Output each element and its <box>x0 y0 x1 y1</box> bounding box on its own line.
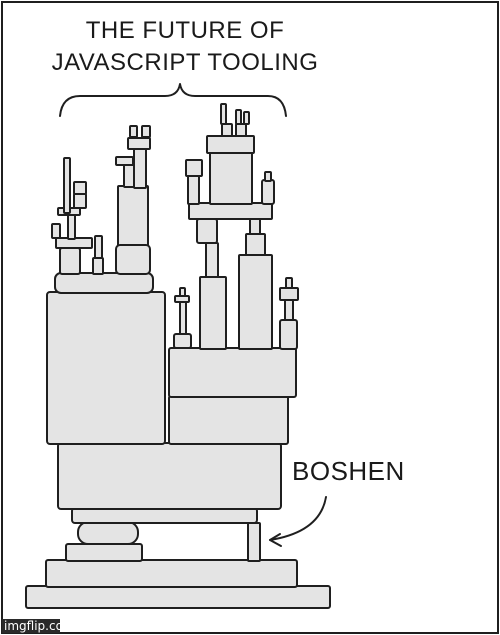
boshen-label: BOSHEN <box>292 456 405 486</box>
far-left-post-base <box>59 247 81 275</box>
base-plate <box>71 507 258 524</box>
small-post-mid-top <box>94 235 103 259</box>
right-top-antenna-a <box>220 103 227 125</box>
watermark-bg <box>2 619 60 633</box>
right-pillar-left-neck <box>205 242 219 278</box>
far-left-side-box <box>73 193 87 209</box>
far-right-post-base <box>279 319 298 350</box>
label-arrow-head <box>269 533 282 547</box>
left-pillar-tall <box>117 185 149 247</box>
right-pillar-right <box>238 254 273 350</box>
right-top-plate <box>206 135 255 154</box>
left-spire-knob-b <box>141 125 151 138</box>
curly-brace <box>59 83 287 117</box>
label-arrow <box>269 496 327 541</box>
base-slab-third <box>65 543 143 562</box>
left-pillar-base <box>115 244 151 275</box>
right-pillar-left <box>199 276 227 350</box>
right-side-knob <box>264 171 272 182</box>
mid-small-post <box>187 175 200 205</box>
small-left-post-tip <box>179 287 186 297</box>
right-side-post <box>261 179 275 205</box>
right-top-knob-a <box>221 123 233 137</box>
base-slab-bottom <box>25 585 331 609</box>
left-cap-slab <box>54 272 154 294</box>
far-left-thin-post <box>63 157 71 214</box>
right-top-block <box>209 151 253 205</box>
left-spire-stem <box>133 147 147 189</box>
left-pillar-topcap <box>115 156 134 166</box>
far-right-post <box>284 299 294 321</box>
right-top-antenna-c <box>243 111 250 125</box>
far-left-nub <box>51 223 61 239</box>
right-pillar-right-cap <box>245 233 266 256</box>
base-slab-second <box>45 559 298 588</box>
small-support-block <box>247 522 261 562</box>
far-left-stem <box>67 212 76 240</box>
left-pillar-neck <box>123 164 135 188</box>
base-cylinder <box>77 521 139 545</box>
small-left-post-base <box>173 333 192 349</box>
right-upper-block <box>168 347 297 398</box>
right-top-knob-b <box>235 123 247 137</box>
mid-small-cap <box>185 159 203 177</box>
right-shelf <box>188 202 273 220</box>
right-top-antenna-b <box>235 109 242 125</box>
left-spire-knob-a <box>129 125 138 138</box>
far-right-post-tip <box>285 277 293 289</box>
right-lower-block <box>168 395 289 445</box>
wide-mid-slab <box>57 442 282 510</box>
left-big-block <box>46 291 166 445</box>
caption-title-line-2: JAVASCRIPT TOOLING <box>52 49 319 76</box>
imgflip-watermark: imgflip.com <box>4 619 75 633</box>
block-tower <box>25 103 331 609</box>
far-right-post-cap <box>279 287 299 301</box>
far-left-side-cap <box>73 181 87 195</box>
small-post-mid <box>92 257 104 275</box>
small-left-post <box>179 299 187 335</box>
left-spire-mid <box>127 137 151 150</box>
caption-title-line-1: THE FUTURE OF <box>86 17 285 44</box>
right-shelf-box <box>196 218 218 244</box>
right-pillar-right-neck <box>249 217 261 235</box>
